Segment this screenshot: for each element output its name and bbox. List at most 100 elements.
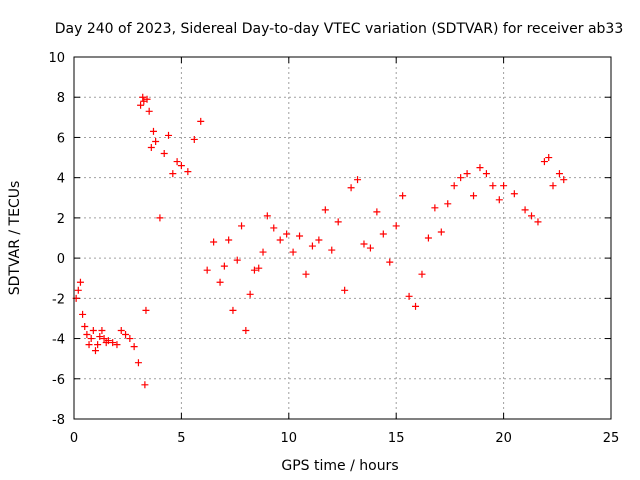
- data-point: [143, 95, 151, 103]
- data-point: [315, 236, 323, 244]
- data-point: [139, 93, 147, 101]
- data-point: [321, 206, 329, 214]
- x-tick-label: 20: [495, 431, 512, 446]
- data-point: [137, 101, 145, 109]
- x-tick-label: 0: [70, 431, 78, 446]
- data-point: [177, 162, 185, 170]
- y-tick-label: -4: [52, 333, 65, 348]
- grid-layer: [74, 57, 611, 419]
- data-point: [405, 292, 413, 300]
- data-point: [476, 164, 484, 172]
- data-point: [190, 135, 198, 143]
- y-axis-label: SDTVAR / TECUs: [7, 181, 23, 296]
- data-point: [354, 176, 362, 184]
- y-tick-label: -6: [52, 373, 65, 388]
- data-point: [79, 310, 87, 318]
- data-point: [392, 222, 400, 230]
- data-point: [100, 335, 108, 343]
- data-point: [87, 335, 95, 343]
- y-tick-label: 10: [48, 51, 65, 66]
- data-point: [104, 337, 112, 345]
- data-point: [246, 290, 254, 298]
- data-point: [360, 240, 368, 248]
- data-point: [296, 232, 304, 240]
- data-point: [160, 150, 168, 158]
- data-point: [289, 248, 297, 256]
- data-point: [126, 335, 134, 343]
- data-point: [255, 264, 263, 272]
- data-point: [94, 341, 102, 349]
- data-point: [450, 182, 458, 190]
- data-point: [431, 204, 439, 212]
- x-tick-label: 5: [177, 431, 185, 446]
- data-point: [216, 278, 224, 286]
- x-tick-label: 15: [388, 431, 405, 446]
- data-point: [379, 230, 387, 238]
- y-tick-label: -8: [52, 413, 65, 428]
- data-point: [83, 331, 91, 339]
- data-point: [165, 131, 173, 139]
- data-point: [145, 107, 153, 115]
- data-point: [149, 127, 157, 135]
- y-tick-label: 6: [57, 131, 65, 146]
- data-point: [482, 170, 490, 178]
- data-point: [549, 182, 557, 190]
- data-point: [457, 174, 465, 182]
- data-point: [225, 236, 233, 244]
- data-point: [412, 302, 420, 310]
- data-point: [74, 286, 82, 294]
- y-tick-label: 8: [57, 91, 65, 106]
- data-point: [156, 214, 164, 222]
- data-point: [147, 144, 155, 151]
- data-point: [76, 278, 84, 286]
- data-point: [233, 256, 241, 264]
- data-point: [220, 262, 228, 270]
- data-point: [373, 208, 381, 216]
- data-point: [263, 212, 271, 220]
- data-point: [250, 266, 258, 274]
- data-point: [521, 206, 529, 214]
- data-point: [399, 192, 407, 200]
- data-point: [98, 327, 106, 335]
- x-tick-label: 25: [603, 431, 620, 446]
- data-point: [113, 341, 121, 349]
- y-tick-label: 2: [57, 212, 65, 227]
- data-point: [203, 266, 211, 274]
- data-point: [437, 228, 445, 236]
- data-point: [242, 327, 250, 335]
- x-tick-label: 10: [281, 431, 298, 446]
- data-point: [510, 190, 518, 198]
- data-point: [276, 236, 284, 244]
- data-point: [463, 170, 471, 178]
- plot-frame: [73, 56, 612, 420]
- data-point: [130, 343, 138, 351]
- data-point: [470, 192, 478, 200]
- data-point: [328, 246, 336, 254]
- data-point: [259, 248, 267, 256]
- tick-layer: -8 -6 -4 -2 0 2 4 6 8 10 0 5 10 15 20 25: [48, 51, 619, 446]
- data-point: [109, 339, 117, 347]
- data-point: [560, 176, 568, 184]
- data-point: [545, 154, 553, 162]
- data-point: [210, 238, 218, 246]
- data-point: [283, 230, 291, 238]
- data-point: [418, 270, 426, 278]
- data-point: [555, 170, 563, 178]
- data-point: [534, 218, 542, 226]
- data-point: [134, 359, 142, 367]
- data-point: [270, 224, 278, 232]
- data-point: [302, 270, 310, 278]
- data-point: [229, 306, 237, 314]
- data-point: [334, 218, 342, 226]
- data-point: [366, 244, 374, 252]
- data-point: [173, 158, 181, 166]
- x-axis-label: GPS time / hours: [281, 458, 398, 474]
- data-point: [81, 322, 89, 330]
- data-point: [89, 327, 97, 335]
- y-tick-label: -2: [52, 292, 65, 307]
- data-point: [341, 286, 349, 294]
- data-points: [72, 93, 568, 389]
- data-point: [117, 327, 125, 335]
- data-point: [500, 182, 508, 190]
